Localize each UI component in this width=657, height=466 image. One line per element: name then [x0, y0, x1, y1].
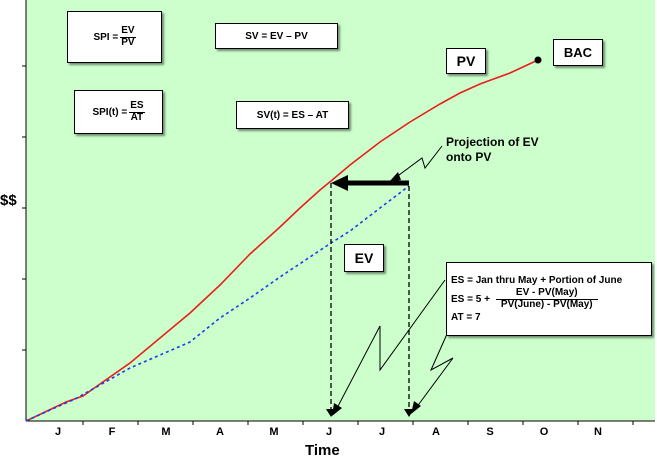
month-label: J	[378, 426, 386, 438]
bac-point	[534, 56, 542, 64]
plot-background	[26, 0, 655, 421]
es-line-3: AT = 7	[451, 312, 481, 323]
ev-label: EV	[354, 250, 374, 266]
spi-numerator: EV	[120, 25, 136, 38]
month-label: A	[216, 426, 224, 438]
ev-label-box: EV	[344, 244, 384, 272]
spi-formula-box: SPI = EV PV	[67, 11, 162, 63]
projection-label-line-2: onto PV	[446, 150, 492, 164]
projection-arrowhead	[331, 175, 348, 191]
es-formula-box: ES = Jan thru May + Portion of June ES =…	[446, 262, 652, 336]
pv-label-box: PV	[446, 48, 486, 74]
es-line-1: ES = Jan thru May + Portion of June	[451, 275, 623, 286]
projection-connector	[394, 145, 443, 179]
spit-fraction: ES AT	[129, 100, 145, 123]
month-label: M	[269, 426, 279, 438]
month-label: M	[161, 426, 171, 438]
es-line-2-lhs: ES = 5 +	[451, 293, 490, 305]
spi-lhs: SPI =	[93, 31, 119, 43]
spi-fraction: EV PV	[120, 25, 136, 48]
month-label: S	[486, 426, 494, 438]
month-label: J	[325, 426, 333, 438]
sv-formula: SV = EV – PV	[245, 30, 308, 42]
sv-formula-box: SV = EV – PV	[215, 23, 338, 49]
es-connector-head	[332, 403, 342, 416]
svt-formula: SV(t) = ES – AT	[256, 109, 329, 121]
y-ticks	[22, 65, 26, 351]
projection-label: Projection of EV onto PV	[446, 135, 539, 165]
bac-label: BAC	[563, 45, 593, 60]
es-fraction: EV - PV(May) PV(June) - PV(May)	[495, 287, 598, 310]
at-down-arrowhead	[404, 409, 414, 417]
spit-lhs: SPI(t) =	[92, 106, 128, 118]
pv-label: PV	[456, 53, 476, 69]
month-label: A	[432, 426, 440, 438]
spit-formula-box: SPI(t) = ES AT	[74, 90, 163, 134]
at-connector	[415, 333, 454, 409]
es-denominator: PV(June) - PV(May)	[500, 298, 593, 310]
x-axis-label: Time	[305, 442, 340, 459]
x-ticks	[82, 421, 634, 425]
es-line-2: ES = 5 + EV - PV(May) PV(June) - PV(May)	[451, 287, 598, 310]
projection-label-line-1: Projection of EV	[446, 135, 539, 149]
spi-denominator: PV	[121, 36, 135, 48]
at-connector-head	[411, 401, 421, 414]
bac-label-box: BAC	[553, 39, 603, 66]
month-label: N	[594, 426, 602, 438]
month-label: J	[54, 426, 62, 438]
spit-numerator: ES	[129, 100, 145, 113]
es-connector	[335, 279, 446, 411]
svt-formula-box: SV(t) = ES – AT	[236, 101, 349, 129]
month-label: F	[108, 426, 116, 438]
projection-connector-head	[389, 172, 401, 182]
es-numerator: EV - PV(May)	[495, 287, 598, 300]
spit-denominator: AT	[130, 111, 144, 123]
y-axis-label: $$	[0, 192, 17, 209]
month-label: O	[539, 426, 549, 438]
